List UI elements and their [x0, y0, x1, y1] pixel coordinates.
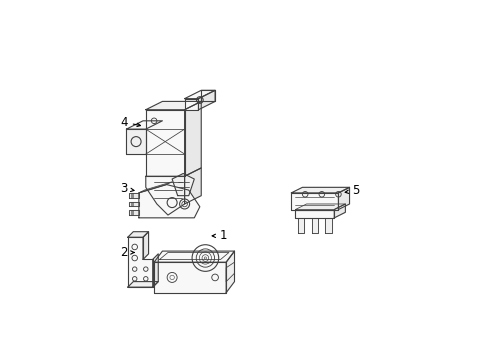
Polygon shape [154, 262, 226, 293]
Text: 5: 5 [345, 184, 360, 197]
Polygon shape [153, 254, 158, 287]
Polygon shape [172, 174, 195, 195]
Polygon shape [139, 185, 200, 218]
Polygon shape [339, 187, 349, 210]
Polygon shape [292, 187, 349, 193]
Polygon shape [295, 204, 345, 210]
Polygon shape [129, 193, 139, 198]
Polygon shape [146, 110, 185, 176]
Polygon shape [295, 210, 334, 218]
Polygon shape [292, 193, 339, 210]
Polygon shape [128, 282, 158, 287]
Polygon shape [146, 176, 185, 215]
Polygon shape [325, 218, 332, 233]
Polygon shape [154, 251, 235, 262]
Polygon shape [128, 237, 153, 287]
Polygon shape [198, 90, 215, 110]
Polygon shape [129, 202, 139, 206]
Polygon shape [139, 182, 172, 193]
Polygon shape [185, 102, 201, 176]
Polygon shape [334, 204, 345, 218]
Text: 3: 3 [121, 182, 134, 195]
Polygon shape [226, 251, 235, 293]
Text: 4: 4 [120, 116, 141, 129]
Polygon shape [128, 232, 148, 237]
Polygon shape [201, 90, 215, 102]
Text: 1: 1 [212, 229, 227, 242]
Polygon shape [185, 99, 198, 110]
Polygon shape [146, 102, 201, 110]
Polygon shape [185, 90, 215, 99]
Polygon shape [312, 218, 318, 233]
Polygon shape [126, 121, 162, 129]
Polygon shape [185, 168, 201, 204]
Polygon shape [298, 218, 304, 233]
Text: 2: 2 [120, 246, 134, 259]
Polygon shape [126, 129, 146, 154]
Polygon shape [143, 232, 148, 260]
Polygon shape [129, 210, 139, 215]
